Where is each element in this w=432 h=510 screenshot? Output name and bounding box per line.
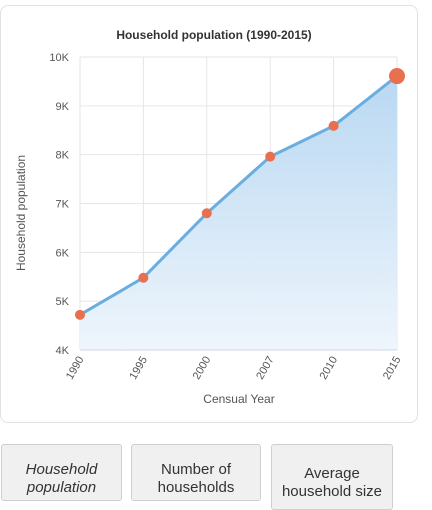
data-point-1990[interactable]	[75, 309, 85, 320]
data-point-2007[interactable]	[265, 151, 276, 162]
x-axis-label: Censual Year	[203, 392, 274, 406]
y-tick-label: 10K	[49, 52, 69, 64]
x-tick-label: 2000	[191, 355, 214, 382]
y-axis-ticks: 4K 5K 6K 7K 8K 9K 10K	[49, 52, 69, 357]
y-tick-label: 4K	[56, 345, 70, 357]
y-tick-label: 6K	[56, 247, 70, 259]
tab-household-population[interactable]: Household population	[1, 444, 122, 501]
x-axis-ticks: 1990 1995 2000 2007 2010 2015	[64, 355, 404, 382]
data-points	[75, 68, 405, 320]
x-tick-label: 1990	[64, 355, 87, 382]
data-point-2000[interactable]	[201, 208, 212, 219]
x-tick-label: 2010	[318, 355, 341, 382]
y-tick-label: 7K	[56, 199, 70, 211]
data-point-2015[interactable]	[389, 68, 405, 85]
data-point-2010[interactable]	[328, 120, 339, 131]
x-tick-label: 1995	[127, 355, 150, 382]
y-tick-label: 8K	[56, 150, 70, 162]
tab-number-of-households[interactable]: Number of households	[131, 444, 261, 501]
chart-card: Household population (1990-2015) 4K 5K 6K 7…	[0, 5, 418, 423]
household-population-chart: Household population (1990-2015) 4K 5K 6K 7…	[14, 28, 405, 406]
data-point-1995[interactable]	[138, 272, 149, 283]
x-tick-label: 2015	[381, 355, 404, 382]
x-tick-label: 2007	[254, 355, 277, 382]
y-axis-label: Household population	[14, 155, 28, 271]
series-line	[79, 74, 398, 317]
y-tick-label: 9K	[56, 101, 70, 113]
y-tick-label: 5K	[56, 296, 70, 308]
area-fill	[80, 76, 397, 350]
tab-average-household-size[interactable]: Average household size	[271, 444, 393, 510]
chart-title: Household population (1990-2015)	[116, 28, 311, 42]
